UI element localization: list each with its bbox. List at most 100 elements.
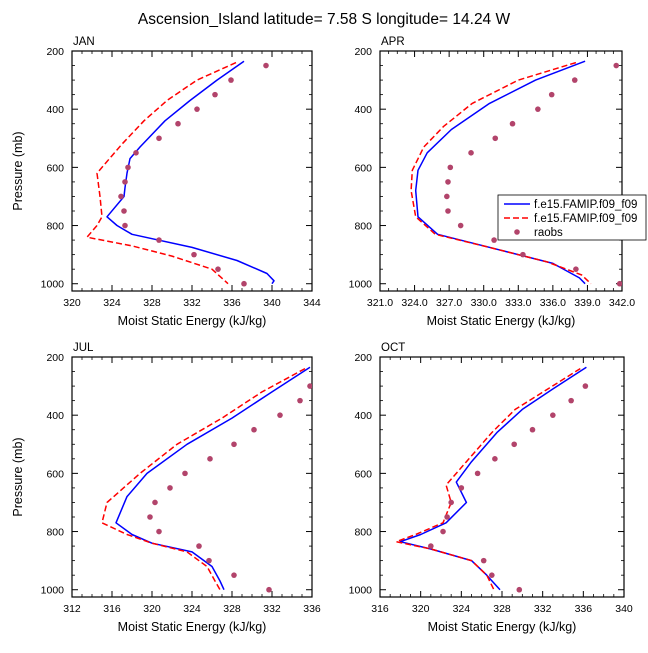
panel-title: JUL (73, 342, 94, 354)
plot-frame (379, 50, 623, 292)
y-axis-label: Pressure (mb) (11, 437, 25, 516)
x-tick-label: 336.0 (540, 297, 566, 309)
y-tick-label: 1000 (41, 279, 65, 291)
raobs-point (266, 586, 272, 593)
series-group (86, 60, 275, 287)
model2-line (395, 367, 581, 591)
raobs-point (241, 280, 247, 287)
panel-title: APR (381, 36, 405, 48)
raobs-point (182, 470, 188, 477)
raobs-point (457, 222, 464, 229)
x-tick-label: 336 (223, 297, 241, 309)
series-group (101, 366, 312, 593)
y-tick-label: 1000 (41, 585, 65, 597)
raobs-point (206, 557, 212, 564)
x-tick-label: 320 (412, 603, 430, 615)
raobs-point (156, 237, 162, 243)
legend-label-model1: f.e15.FAMIP.f09_f09 (534, 199, 637, 211)
x-tick-label: 328 (223, 603, 241, 615)
x-tick-label: 316 (103, 603, 121, 615)
legend-swatch-raobs (514, 229, 520, 235)
raobs-point (489, 572, 495, 578)
x-tick-label: 316 (371, 603, 389, 615)
x-tick-label: 333.0 (505, 297, 531, 309)
panel-title: JAN (73, 36, 95, 48)
y-tick-label: 600 (46, 162, 64, 174)
raobs-point (548, 91, 555, 98)
y-tick-label: 800 (354, 221, 372, 233)
x-axis-label: Moist Static Energy (kJ/kg) (427, 314, 576, 328)
y-tick-label: 1000 (349, 585, 373, 597)
raobs-point (529, 426, 536, 433)
model2-line (86, 61, 237, 285)
x-tick-label: 339.0 (574, 297, 600, 309)
x-tick-label: 342.0 (609, 297, 635, 309)
raobs-point (480, 557, 487, 564)
x-tick-label: 332 (183, 297, 201, 309)
raobs-point (535, 106, 541, 112)
raobs-point (474, 470, 481, 477)
raobs-point (215, 266, 221, 272)
raobs-point (613, 62, 620, 69)
x-tick-label: 332 (263, 603, 281, 615)
x-tick-label: 324 (183, 603, 201, 615)
panel-jan: 320 324 328 332 336 340 344 200 400 600 800 1000 JAN… (11, 36, 321, 328)
panel-oct: 316 320 324 328 332 336 340 200 400 600 800 1000 OCT… (349, 342, 633, 634)
x-tick-label: 344 (303, 297, 321, 309)
x-tick-label: 324 (103, 297, 121, 309)
x-tick-label: 312 (63, 603, 81, 615)
y-tick-label: 200 (46, 352, 64, 364)
raobs-point (511, 441, 517, 448)
raobs-point (492, 456, 498, 462)
raobs-point (263, 62, 269, 69)
raobs-point (447, 164, 454, 171)
raobs-point (307, 383, 312, 389)
raobs-point (125, 164, 131, 171)
raobs-point (491, 237, 497, 243)
raobs-point (277, 412, 283, 418)
model1-line (115, 366, 311, 591)
raobs-point (156, 528, 162, 535)
x-tick-label: 332 (534, 603, 552, 615)
y-tick-label: 400 (354, 104, 372, 116)
panel-title: OCT (381, 342, 405, 354)
raobs-point (458, 485, 465, 491)
y-tick-label: 800 (354, 527, 372, 539)
series-group (410, 60, 622, 287)
raobs-point (573, 266, 579, 272)
raobs-point (122, 222, 128, 229)
y-tick-label: 1000 (349, 279, 373, 291)
raobs-point (568, 397, 574, 404)
y-tick-label: 600 (354, 162, 372, 174)
raobs-point (582, 383, 589, 389)
raobs-point (212, 91, 218, 98)
x-tick-label: 340 (263, 297, 281, 309)
x-tick-label: 330.0 (471, 297, 497, 309)
x-axis-label: Moist Static Energy (kJ/kg) (118, 620, 267, 634)
raobs-point (118, 193, 124, 200)
raobs-point (194, 106, 200, 112)
raobs-point (445, 179, 451, 185)
panel-jul: 312 316 320 324 328 332 336 200 400 600 800 1000 JUL… (11, 342, 321, 634)
raobs-point (444, 514, 450, 520)
raobs-point (520, 251, 526, 258)
series-group (395, 366, 589, 593)
x-tick-label: 324.0 (401, 297, 427, 309)
model1-line (106, 60, 275, 285)
model2-line (101, 367, 306, 591)
raobs-point (231, 441, 237, 448)
y-tick-label: 600 (46, 468, 64, 480)
x-tick-label: 320 (143, 603, 161, 615)
raobs-point (571, 77, 578, 83)
raobs-point (231, 572, 237, 578)
figure-title: Ascension_Island latitude= 7.58 S longit… (138, 11, 511, 28)
x-tick-label: 340 (615, 603, 633, 615)
raobs-point (147, 514, 153, 520)
raobs-point (251, 426, 257, 433)
raobs-point (133, 150, 139, 156)
raobs-point (207, 456, 213, 462)
y-tick-label: 400 (354, 410, 372, 422)
panel-apr: 321.0 324.0 327.0 330.0 333.0 336.0 339.0 342.0… (349, 36, 636, 328)
